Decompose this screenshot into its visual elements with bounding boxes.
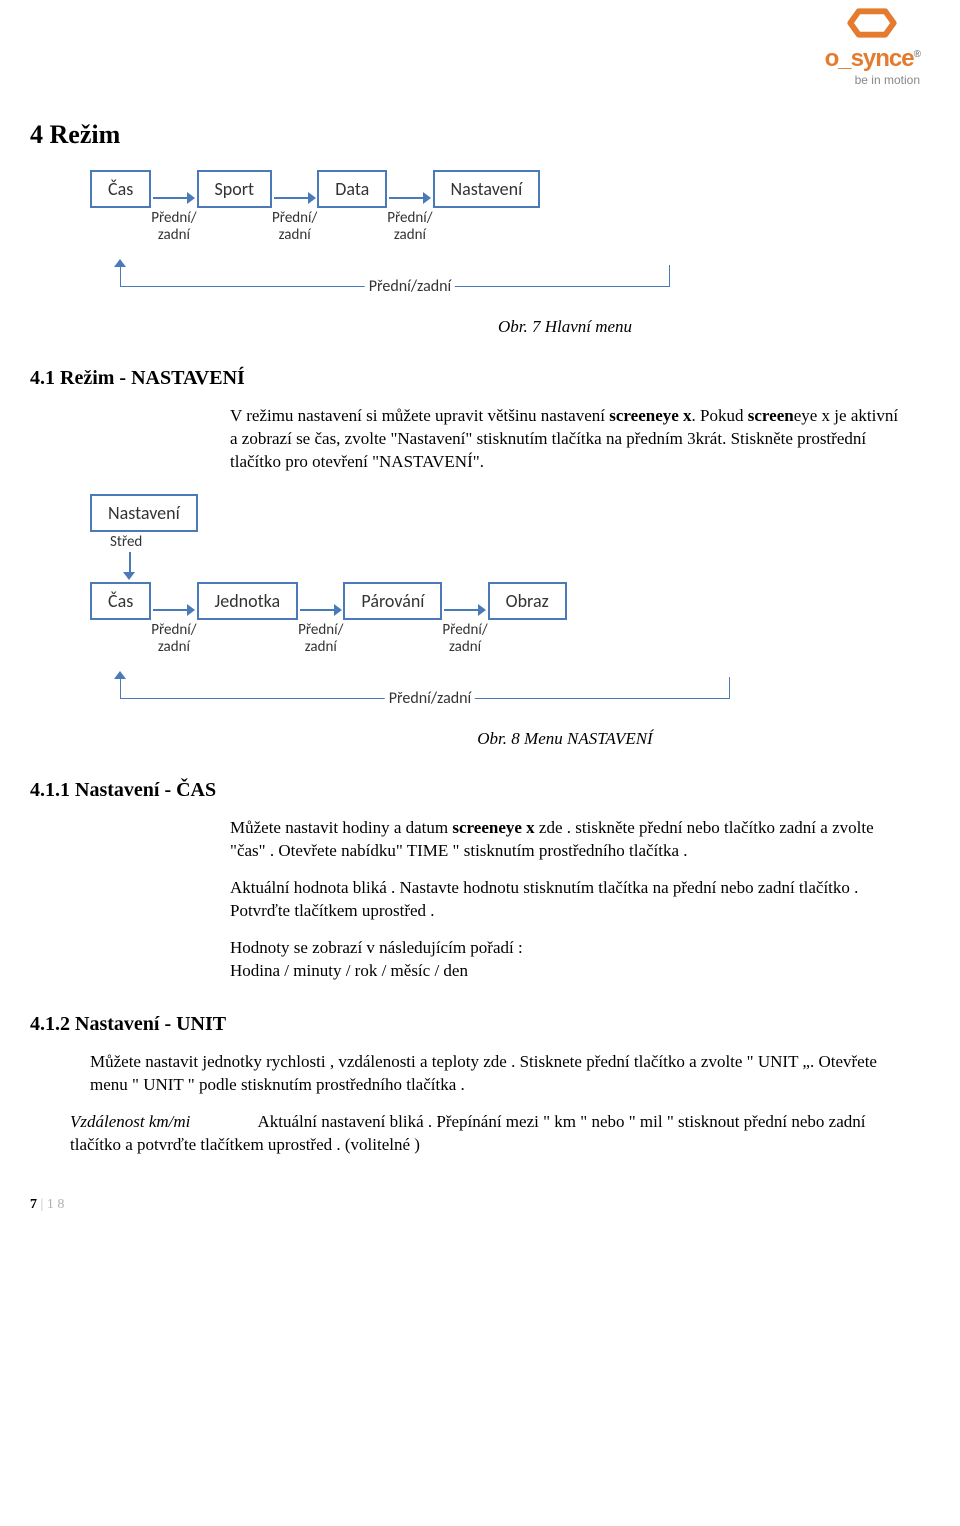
return-arrow: Přední/zadní	[90, 659, 770, 709]
flow-box: Čas	[90, 170, 151, 208]
logo-tagline: be in motion	[825, 73, 920, 87]
return-label: Přední/zadní	[385, 689, 475, 708]
flow-box: Nastavení	[90, 494, 198, 532]
flow-box: Čas	[90, 582, 151, 620]
setting-label: Vzdálenost km/mi	[70, 1112, 190, 1131]
paragraph: V režimu nastavení si můžete upravit vět…	[230, 405, 900, 474]
diagram-main-menu: Čas Přední/zadní Sport Přední/zadní Data…	[90, 170, 730, 297]
arrow-right-icon	[389, 188, 431, 208]
paragraph: Můžete nastavit jednotky rychlosti , vzd…	[90, 1051, 900, 1097]
brand-logo: o_synce® be in motion	[825, 8, 920, 87]
connector-label: Střed	[110, 534, 142, 551]
flow-box: Nastavení	[433, 170, 541, 208]
logo-brand-text: o_synce®	[825, 45, 920, 73]
flow-box: Jednotka	[197, 582, 299, 620]
connector-label: Přední/zadní	[298, 622, 343, 655]
heading-2: 4.1.1 Nastavení - ČAS	[30, 779, 900, 802]
flow-box: Párování	[343, 582, 442, 620]
heading-1: 4 Režim	[30, 120, 900, 150]
paragraph: Hodnoty se zobrazí v následujícím pořadí…	[230, 937, 900, 983]
connector-label: Přední/zadní	[442, 622, 487, 655]
flow-box: Sport	[197, 170, 273, 208]
figure-caption: Obr. 7 Hlavní menu	[230, 317, 900, 337]
arrow-down-icon	[120, 552, 140, 580]
connector-label: Přední/zadní	[272, 210, 317, 243]
figure-caption: Obr. 8 Menu NASTAVENÍ	[230, 729, 900, 749]
connector-label: Přední/zadní	[151, 622, 196, 655]
arrow-right-icon	[444, 600, 486, 620]
heading-2: 4.1.2 Nastavení - UNIT	[30, 1013, 900, 1036]
diagram-settings-menu: Nastavení Střed Čas Přední/zadní Jednotk…	[90, 494, 770, 710]
arrow-right-icon	[153, 188, 195, 208]
flow-box: Data	[317, 170, 387, 208]
connector-label: Přední/zadní	[151, 210, 196, 243]
heading-2: 4.1 Režim - NASTAVENÍ	[30, 367, 900, 390]
logo-hex-icon	[847, 8, 897, 38]
arrow-right-icon	[153, 600, 195, 620]
paragraph: Můžete nastavit hodiny a datum screeneye…	[230, 817, 900, 863]
flow-box: Obraz	[488, 582, 567, 620]
page-footer: 7 | 1 8	[30, 1197, 900, 1213]
arrow-right-icon	[274, 188, 316, 208]
arrow-right-icon	[300, 600, 342, 620]
paragraph: Vzdálenost km/mi Aktuální nastavení blik…	[70, 1111, 900, 1157]
return-label: Přední/zadní	[365, 277, 455, 296]
return-arrow: Přední/zadní	[90, 247, 730, 297]
connector-label: Přední/zadní	[387, 210, 432, 243]
paragraph: Aktuální hodnota bliká . Nastavte hodnot…	[230, 877, 900, 923]
